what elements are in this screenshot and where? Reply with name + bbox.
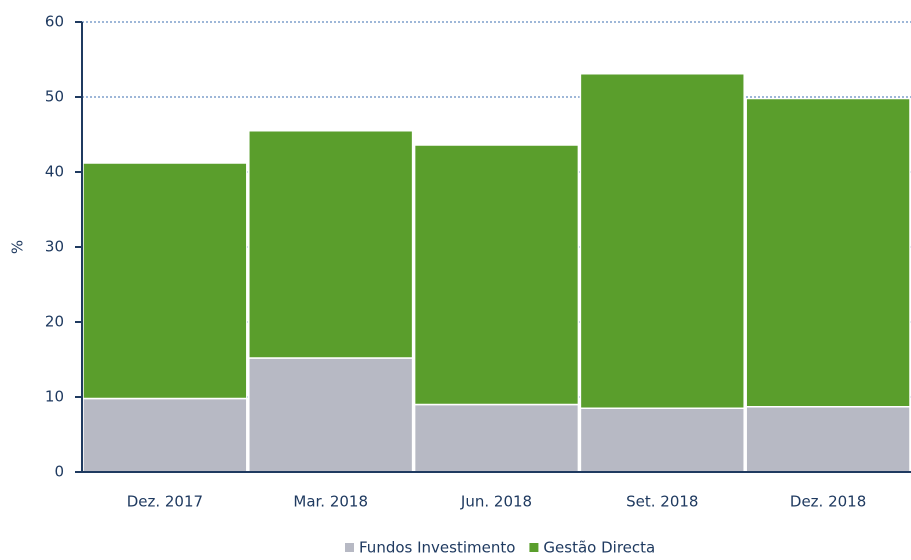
bar-segment bbox=[82, 397, 248, 473]
bar-segment bbox=[248, 357, 414, 473]
bar-segment bbox=[579, 407, 745, 473]
y-tick-label: 30 bbox=[45, 238, 64, 256]
legend-label: Fundos Investimento bbox=[359, 539, 515, 557]
y-tick-label: 20 bbox=[45, 313, 64, 331]
y-tick-label: 10 bbox=[45, 388, 64, 406]
legend-swatch bbox=[529, 543, 539, 552]
legend-swatch bbox=[345, 543, 354, 552]
y-axis-label: % bbox=[9, 240, 27, 254]
x-tick-label: Mar. 2018 bbox=[293, 493, 368, 511]
bar-segment bbox=[579, 73, 745, 409]
bar-segment bbox=[413, 144, 580, 406]
y-tick-label: 60 bbox=[45, 13, 64, 31]
x-tick-label: Jun. 2018 bbox=[460, 493, 532, 511]
bar-segment bbox=[745, 97, 911, 408]
bar-segment bbox=[745, 406, 911, 473]
x-tick-label: Dez. 2018 bbox=[790, 493, 866, 511]
legend-label: Gestão Directa bbox=[543, 539, 655, 557]
bar-segment bbox=[248, 130, 414, 359]
y-tick-label: 40 bbox=[45, 163, 64, 181]
x-tick-label: Set. 2018 bbox=[626, 493, 698, 511]
y-tick-label: 50 bbox=[45, 88, 64, 106]
x-tick-label: Dez. 2017 bbox=[127, 493, 203, 511]
y-tick-label: 0 bbox=[54, 463, 64, 481]
bar-segment bbox=[82, 162, 248, 400]
bar-segment bbox=[413, 403, 580, 473]
